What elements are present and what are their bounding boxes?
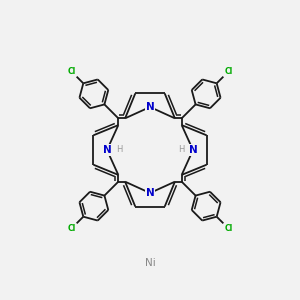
Text: N: N — [103, 145, 111, 155]
Text: Ni: Ni — [145, 258, 155, 268]
Text: Cl: Cl — [224, 224, 232, 233]
Text: N: N — [189, 145, 197, 155]
Text: Cl: Cl — [68, 224, 76, 233]
Text: N: N — [146, 188, 154, 198]
Text: Cl: Cl — [68, 67, 76, 76]
Text: H: H — [116, 146, 122, 154]
Text: H: H — [178, 146, 184, 154]
Text: Cl: Cl — [224, 67, 232, 76]
Text: N: N — [146, 102, 154, 112]
